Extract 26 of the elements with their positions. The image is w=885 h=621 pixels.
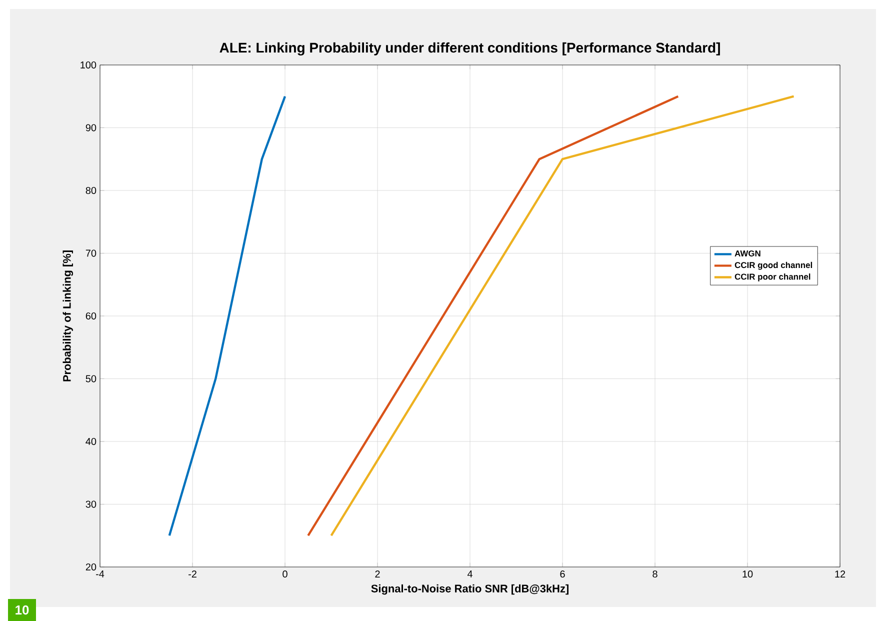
x-tick-label: 12 [835,570,846,578]
x-tick-label: -4 [96,570,104,578]
x-axis-title: Signal-to-Noise Ratio SNR [dB@3kHz] [371,584,568,595]
y-tick-label: 20 [86,563,96,571]
y-axis-title: Probability of Linking [%] [62,250,74,382]
x-tick-label: 0 [282,570,288,578]
legend-label: CCIR poor channel [734,273,810,282]
line-series [168,95,286,537]
y-tick-label: 60 [86,312,96,320]
chart-title: ALE: Linking Probability under different conditions [Performance Standard] [220,42,720,56]
y-tick-label: 70 [86,250,96,257]
x-tick-label: 2 [375,570,380,578]
y-tick-label: 30 [86,500,96,508]
y-tick-label: 80 [86,186,96,194]
y-tick-label: 100 [80,61,96,69]
x-tick-label: 10 [742,570,753,578]
y-tick-label: 40 [86,438,96,446]
legend-label: AWGN [734,250,760,256]
x-tick-label: -2 [188,570,196,578]
x-tick-label: 8 [652,570,658,578]
x-tick-label: 6 [560,570,565,578]
x-tick-label: 4 [467,570,472,578]
y-tick-label: 90 [86,124,96,132]
legend-label: CCIR good channel [734,262,812,270]
y-tick-label: 50 [86,375,96,382]
text: 10 [16,605,29,615]
